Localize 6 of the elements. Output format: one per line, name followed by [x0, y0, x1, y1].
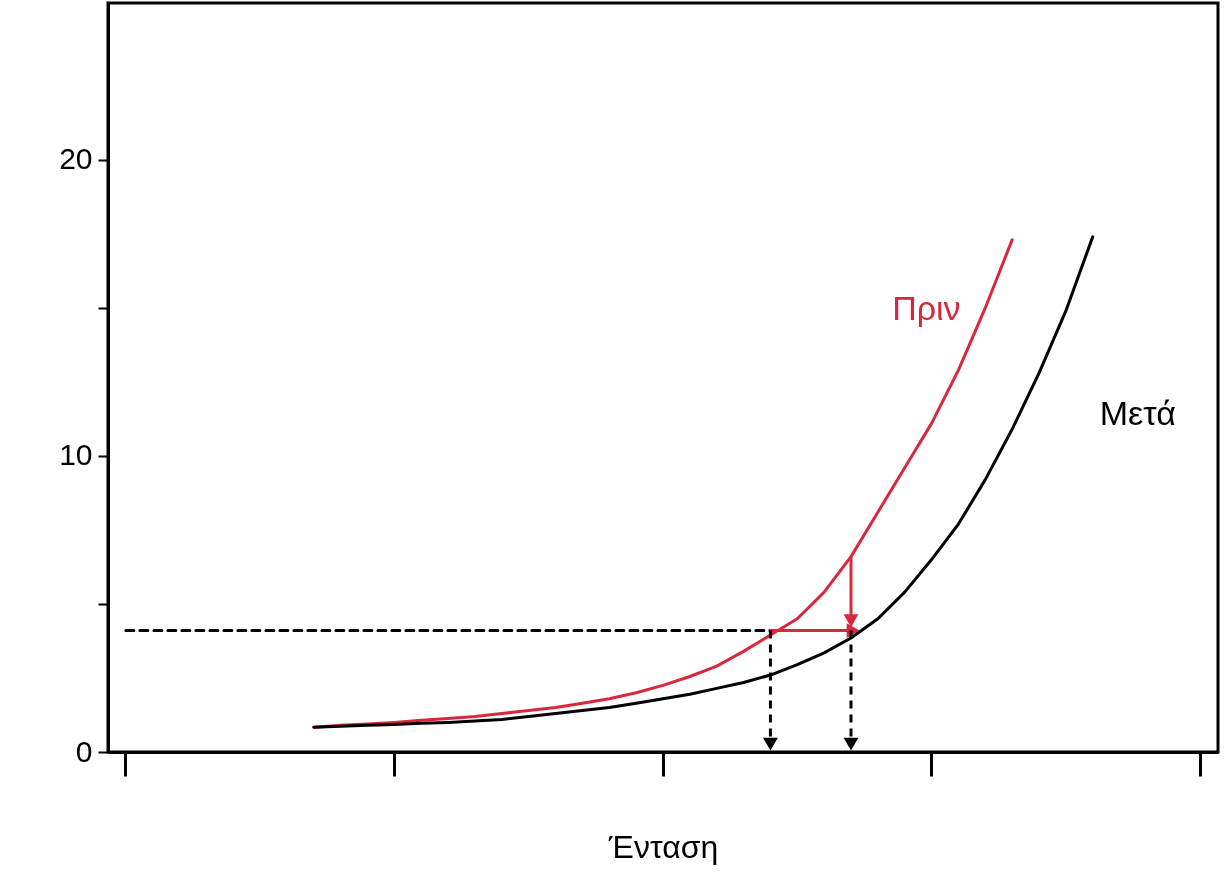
x-axis-title: Ένταση — [607, 829, 719, 865]
series-label: Μετά — [1099, 393, 1176, 432]
y-tick-label: 20 — [59, 142, 93, 176]
y-tick-label: 10 — [59, 438, 93, 472]
series-label: Πριν — [892, 288, 961, 327]
y-tick-label: 0 — [75, 734, 93, 768]
